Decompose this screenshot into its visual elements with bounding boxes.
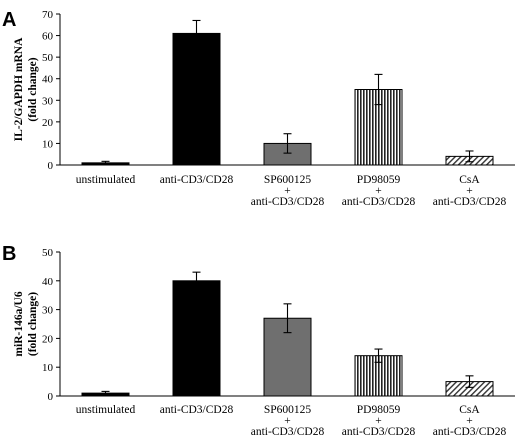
x-tick-label: CsA + anti-CD3/CD28 xyxy=(433,174,507,208)
y-axis-label: miR-146a/U6 (fold change) xyxy=(13,291,39,356)
x-tick-label: unstimulated xyxy=(76,404,136,416)
x-tick-label: anti-CD3/CD28 xyxy=(160,404,234,416)
y-tick-label: 20 xyxy=(42,117,54,129)
x-tick-label: PD98059 + anti-CD3/CD28 xyxy=(342,174,416,208)
x-tick-label: SP600125 + anti-CD3/CD28 xyxy=(251,174,325,208)
y-tick-label: 30 xyxy=(42,95,54,107)
y-axis-label: IL-2/GAPDH mRNA (fold change) xyxy=(13,37,39,142)
x-tick-label: CsA + anti-CD3/CD28 xyxy=(433,404,507,438)
y-tick-label: 40 xyxy=(42,276,54,288)
x-tick-label: unstimulated xyxy=(76,174,136,186)
y-tick-label: 60 xyxy=(42,31,54,43)
panel-label: B xyxy=(2,243,16,265)
y-tick-label: 30 xyxy=(42,305,54,317)
chart-panel-a: A IL-2/GAPDH mRNA (fold change) 0 10 20 30 40 50… xyxy=(2,9,515,208)
y-tick-label: 40 xyxy=(42,74,54,86)
x-tick-label: SP600125 + anti-CD3/CD28 xyxy=(251,404,325,438)
y-tick-label: 0 xyxy=(48,391,54,403)
y-tick-label: 10 xyxy=(42,362,54,374)
x-tick-label: PD98059 + anti-CD3/CD28 xyxy=(342,404,416,438)
y-tick-label: 0 xyxy=(48,160,54,172)
y-tick-label: 50 xyxy=(42,52,54,64)
bar xyxy=(172,280,221,397)
x-tick-label: anti-CD3/CD28 xyxy=(160,174,234,186)
panel-label: A xyxy=(2,9,16,31)
y-tick-label: 20 xyxy=(42,333,54,345)
y-tick-label: 10 xyxy=(42,138,54,150)
y-tick-label: 50 xyxy=(42,247,54,259)
bar xyxy=(172,32,221,166)
y-tick-label: 70 xyxy=(42,9,54,21)
